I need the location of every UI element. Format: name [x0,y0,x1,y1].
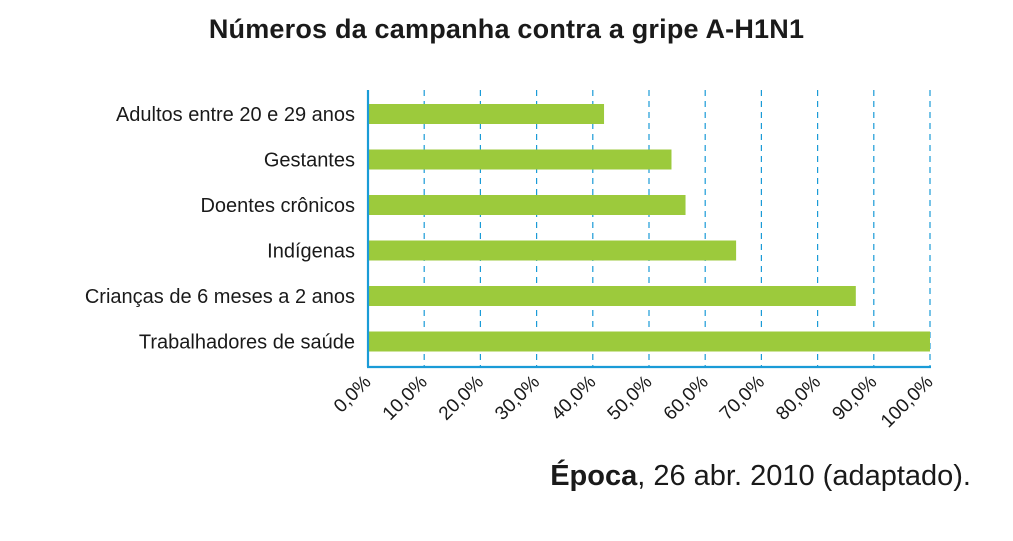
bar [368,104,605,124]
category-labels: Adultos entre 20 e 29 anos Gestantes Doent… [85,104,355,354]
x-tick-label: 10,0% [379,372,432,425]
bars [368,104,930,352]
axes [366,90,931,369]
x-tick-label: 20,0% [435,372,488,425]
x-tick-label: 90,0% [828,372,881,425]
x-tick-label: 50,0% [604,372,657,425]
gridlines [423,90,931,367]
bar [368,149,672,170]
x-tick-label: 80,0% [772,372,825,425]
source-details: , 26 abr. 2010 (adaptado). [637,460,971,492]
x-tick-label: 60,0% [660,372,713,425]
x-tick-label: 0,0% [330,372,376,418]
tick-labels: 0,0% 10,0% 20,0% 30,0% 40,0% 50,0% 60,0% 70,0% 8… [330,372,938,432]
source-name: Época [550,460,638,492]
bar [368,195,686,215]
category-label: Crianças de 6 meses a 2 anos [85,286,355,308]
x-tick-label: 40,0% [547,372,600,425]
category-label: Gestantes [264,150,355,172]
x-tick-label: 100,0% [877,372,937,432]
x-tick-label: 70,0% [716,372,769,425]
bar [368,286,856,306]
x-tick-label: 30,0% [491,372,544,425]
chart-title: Números da campanha contra a gripe A-H1N… [208,14,805,44]
category-label: Indígenas [267,241,355,263]
bar [368,331,930,352]
category-label: Trabalhadores de saúde [139,332,355,354]
category-label: Doentes crônicos [200,195,355,217]
category-label: Adultos entre 20 e 29 anos [116,104,355,126]
bar [368,240,737,261]
source-citation: Época, 26 abr. 2010 (adaptado). [550,460,971,493]
